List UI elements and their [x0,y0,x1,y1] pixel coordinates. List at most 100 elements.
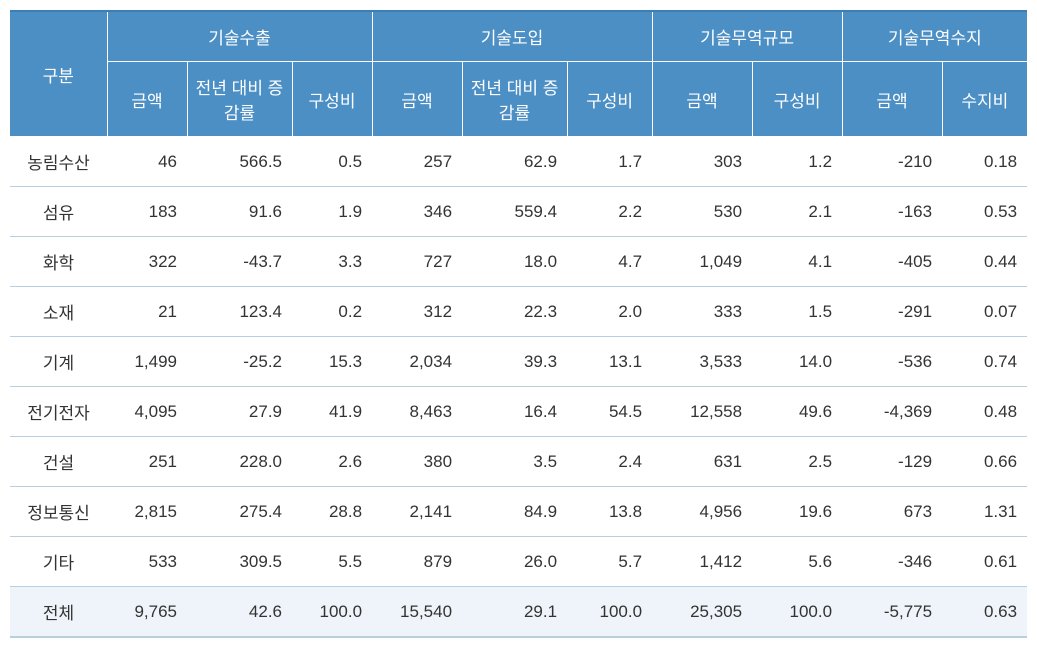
cell: 19.6 [752,487,842,537]
cell: 0.53 [942,187,1027,237]
row-label: 섬유 [10,187,107,237]
table-row: 소재21123.40.231222.32.03331.5-2910.07 [10,287,1027,337]
cell: 566.5 [187,137,292,187]
cell: 1.2 [752,137,842,187]
cell: 41.9 [292,387,372,437]
cell: 15.3 [292,337,372,387]
header-balance-amount: 금액 [842,62,942,137]
cell: 559.4 [462,187,567,237]
cell: 312 [372,287,462,337]
header-balance-ratio: 수지비 [942,62,1027,137]
cell: -536 [842,337,942,387]
header-group-balance: 기술무역수지 [842,11,1027,62]
cell: 2.6 [292,437,372,487]
cell: 100.0 [292,587,372,638]
cell: 5.6 [752,537,842,587]
cell: 228.0 [187,437,292,487]
table-row: 전기전자4,09527.941.98,46316.454.512,55849.6… [10,387,1027,437]
cell: 25,305 [652,587,752,638]
cell: 251 [107,437,187,487]
cell: 257 [372,137,462,187]
cell: 1,412 [652,537,752,587]
row-label: 기계 [10,337,107,387]
cell: 13.1 [567,337,652,387]
cell: 533 [107,537,187,587]
cell: -346 [842,537,942,587]
table-body: 농림수산46566.50.525762.91.73031.2-2100.18섬유… [10,137,1027,638]
cell: 1,049 [652,237,752,287]
table-row: 기계1,499-25.215.32,03439.313.13,53314.0-5… [10,337,1027,387]
cell: 62.9 [462,137,567,187]
cell: 29.1 [462,587,567,638]
cell: 1.5 [752,287,842,337]
row-label: 전기전자 [10,387,107,437]
cell: 3,533 [652,337,752,387]
cell: 4,095 [107,387,187,437]
header-import-yoy: 전년 대비 증감률 [462,62,567,137]
cell: 42.6 [187,587,292,638]
cell: 0.18 [942,137,1027,187]
cell: 0.63 [942,587,1027,638]
row-label: 소재 [10,287,107,337]
cell: 49.6 [752,387,842,437]
cell: -25.2 [187,337,292,387]
cell: 309.5 [187,537,292,587]
row-label: 정보통신 [10,487,107,537]
cell: 3.3 [292,237,372,287]
cell: 123.4 [187,287,292,337]
cell: 9,765 [107,587,187,638]
cell: 1.31 [942,487,1027,537]
cell: 1.7 [567,137,652,187]
cell: 0.07 [942,287,1027,337]
cell: 13.8 [567,487,652,537]
cell: -129 [842,437,942,487]
cell: 333 [652,287,752,337]
table-row: 섬유18391.61.9346559.42.25302.1-1630.53 [10,187,1027,237]
cell: 100.0 [567,587,652,638]
cell: 673 [842,487,942,537]
cell: 275.4 [187,487,292,537]
cell: 1,499 [107,337,187,387]
header-category: 구분 [10,11,107,137]
table-row: 건설251228.02.63803.52.46312.5-1290.66 [10,437,1027,487]
cell: 530 [652,187,752,237]
cell: 18.0 [462,237,567,287]
cell: 16.4 [462,387,567,437]
cell: 322 [107,237,187,287]
table-row: 화학322-43.73.372718.04.71,0494.1-4050.44 [10,237,1027,287]
table-total-row: 전체9,76542.6100.015,54029.1100.025,305100… [10,587,1027,638]
header-import-share: 구성비 [567,62,652,137]
row-label: 전체 [10,587,107,638]
cell: 5.5 [292,537,372,587]
row-label: 농림수산 [10,137,107,187]
cell: 2,034 [372,337,462,387]
cell: 0.5 [292,137,372,187]
cell: 2,141 [372,487,462,537]
cell: -210 [842,137,942,187]
cell: 0.44 [942,237,1027,287]
header-group-import: 기술도입 [372,11,652,62]
cell: 631 [652,437,752,487]
cell: 1.9 [292,187,372,237]
cell: 2.0 [567,287,652,337]
cell: 0.61 [942,537,1027,587]
cell: -163 [842,187,942,237]
cell: 380 [372,437,462,487]
cell: 4,956 [652,487,752,537]
cell: 8,463 [372,387,462,437]
table-header: 구분 기술수출 기술도입 기술무역규모 기술무역수지 금액 전년 대비 증감률 … [10,11,1027,137]
cell: 91.6 [187,187,292,237]
cell: 346 [372,187,462,237]
cell: -405 [842,237,942,287]
header-export-yoy: 전년 대비 증감률 [187,62,292,137]
header-group-scale: 기술무역규모 [652,11,842,62]
cell: -4,369 [842,387,942,437]
cell: 727 [372,237,462,287]
cell: 0.2 [292,287,372,337]
cell: 183 [107,187,187,237]
header-group-export: 기술수출 [107,11,372,62]
cell: 84.9 [462,487,567,537]
row-label: 건설 [10,437,107,487]
cell: 4.1 [752,237,842,287]
cell: 26.0 [462,537,567,587]
